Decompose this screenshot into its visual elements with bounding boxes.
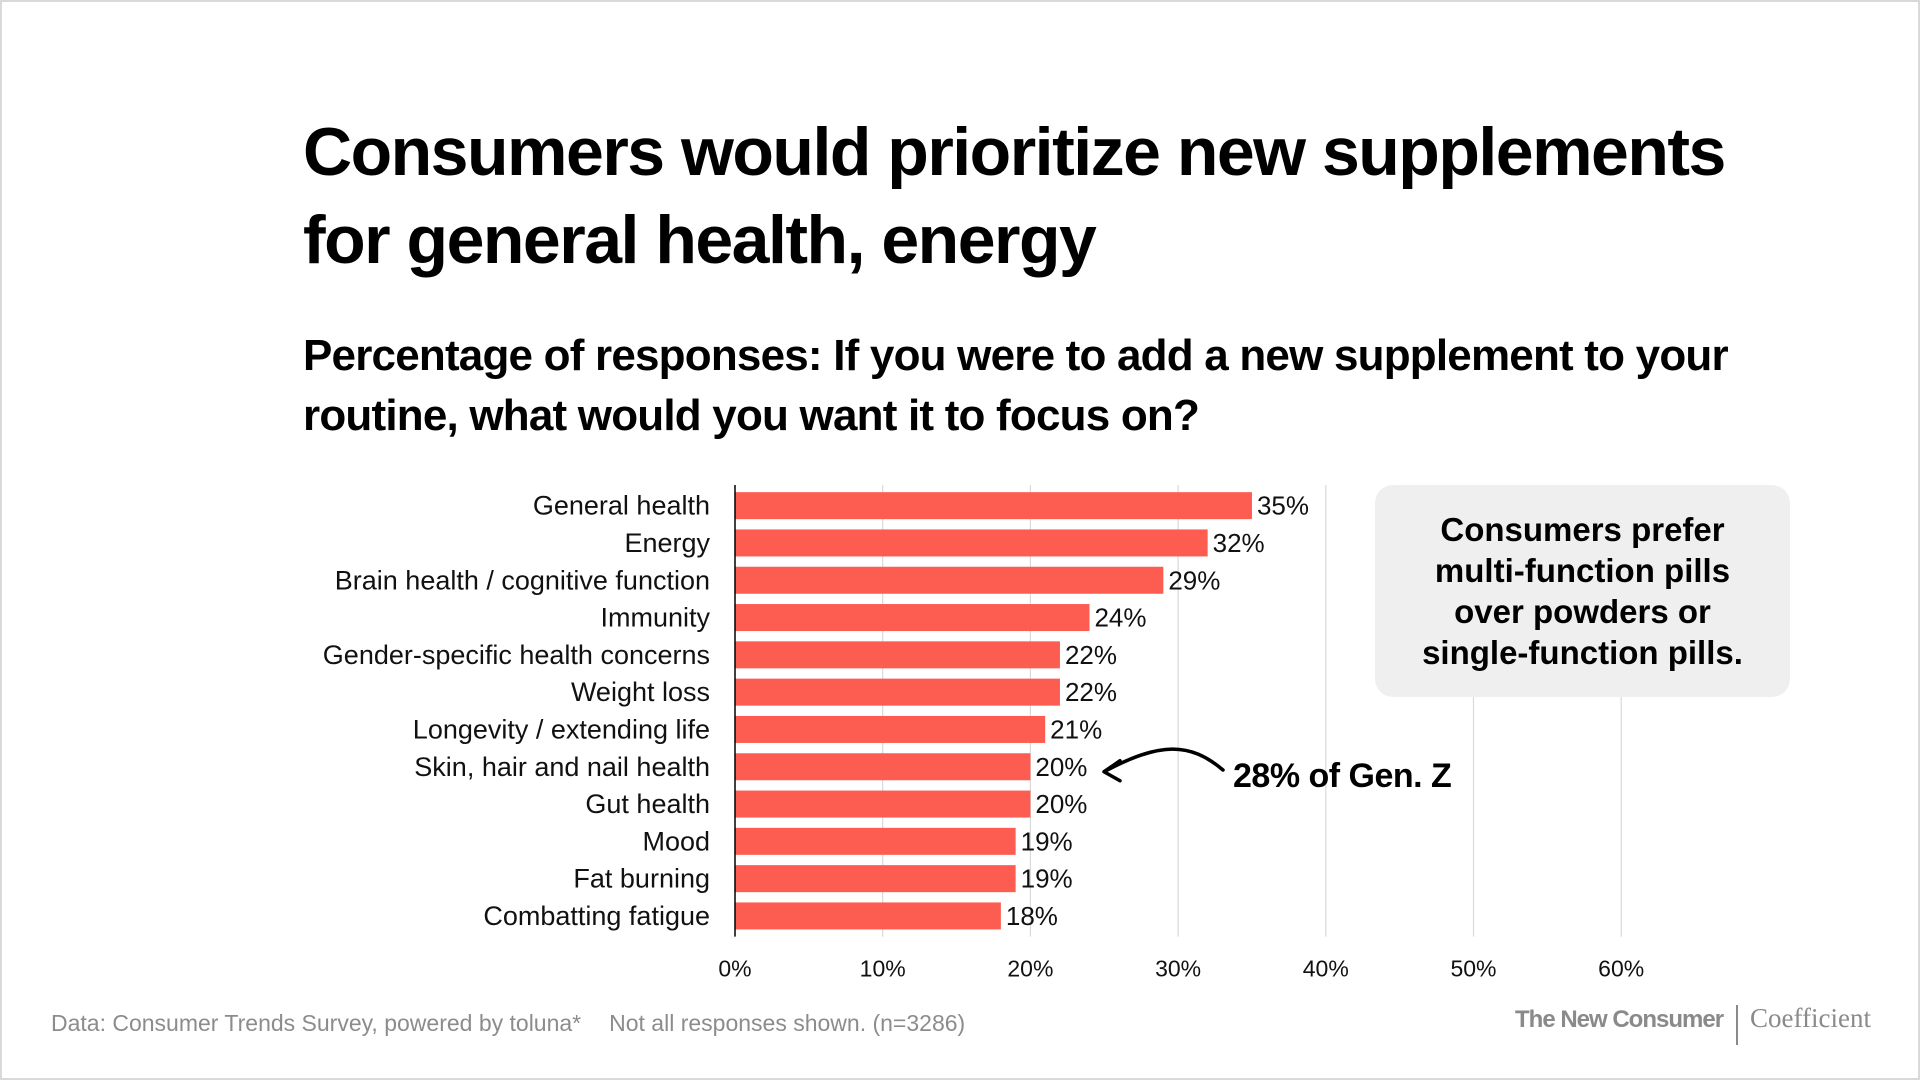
x-tick-label: 20% — [1007, 956, 1053, 982]
bar — [735, 529, 1208, 557]
x-tick-label: 10% — [860, 956, 906, 982]
value-label: 20% — [1035, 789, 1087, 819]
category-label: Weight loss — [571, 677, 710, 707]
x-tick-label: 60% — [1598, 956, 1644, 982]
logo-the-new-consumer: The New Consumer — [1515, 1006, 1724, 1033]
value-label: 32% — [1213, 528, 1265, 558]
category-label: Brain health / cognitive function — [335, 565, 710, 595]
value-label: 22% — [1065, 677, 1117, 707]
chart-subtitle: Percentage of responses: If you were to … — [303, 331, 1729, 440]
bar — [735, 827, 1016, 855]
footer-source: Data: Consumer Trends Survey, powered by… — [51, 1010, 965, 1037]
category-label: General health — [533, 491, 710, 521]
bar — [735, 604, 1090, 632]
value-label: 24% — [1094, 603, 1146, 633]
chart-title: Consumers would prioritize new supplemen… — [303, 114, 1726, 278]
x-tick-label: 50% — [1450, 956, 1496, 982]
category-label: Fat burning — [573, 864, 710, 894]
note-text: Not all responses shown. (n=3286) — [609, 1010, 966, 1036]
value-label: 18% — [1006, 901, 1058, 931]
category-label: Energy — [624, 528, 710, 558]
x-tick-label: 40% — [1303, 956, 1349, 982]
value-label: 22% — [1065, 640, 1117, 670]
category-label: Skin, hair and nail health — [414, 752, 710, 782]
category-label: Mood — [642, 826, 710, 856]
x-tick-label: 30% — [1155, 956, 1201, 982]
bar — [735, 902, 1001, 930]
bar — [735, 865, 1016, 893]
category-label: Immunity — [600, 603, 710, 633]
value-label: 20% — [1035, 752, 1087, 782]
value-label: 35% — [1257, 491, 1309, 521]
bar — [735, 492, 1252, 520]
bar — [735, 715, 1046, 743]
callout-box: Consumers prefer multi-function pills ov… — [1375, 485, 1790, 697]
callout-text: Consumers prefer multi-function pills ov… — [1422, 511, 1743, 671]
logo-coefficient: Coefficient — [1750, 1003, 1871, 1033]
value-label: 19% — [1021, 826, 1073, 856]
x-tick-label: 0% — [718, 956, 751, 982]
category-label: Combatting fatigue — [483, 901, 710, 931]
value-label: 29% — [1168, 565, 1220, 595]
value-label: 21% — [1050, 714, 1102, 744]
value-label: 19% — [1021, 864, 1073, 894]
source-text: Data: Consumer Trends Survey, powered by… — [51, 1010, 582, 1036]
bar — [735, 678, 1060, 706]
category-label: Longevity / extending life — [413, 714, 710, 744]
bar — [735, 753, 1031, 781]
bar — [735, 641, 1060, 669]
category-label: Gender-specific health concerns — [323, 640, 710, 670]
bar — [735, 566, 1164, 594]
logo-divider — [1736, 1005, 1738, 1045]
category-label: Gut health — [585, 789, 710, 819]
annotation-arrow — [1104, 747, 1225, 773]
arrowhead-icon — [1102, 759, 1122, 783]
bar — [735, 790, 1031, 818]
gen-z-annotation: 28% of Gen. Z — [1233, 757, 1452, 795]
